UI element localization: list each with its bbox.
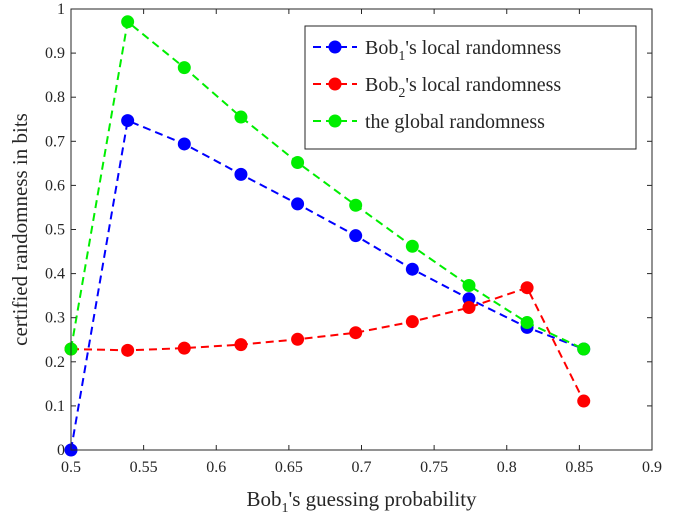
y-tick-label: 0.5 — [45, 222, 65, 239]
legend-item-global: the global randomness — [313, 111, 545, 133]
y-tick-label: 0.8 — [45, 89, 65, 106]
y-tick-label: 0.6 — [45, 177, 65, 194]
legend-item-bob2: Bob2's local randomness — [313, 74, 561, 101]
legend-box — [304, 25, 637, 150]
x-tick-label: 0.7 — [352, 459, 372, 476]
data-point-bob1 — [291, 197, 305, 211]
y-tick-label: 0.1 — [45, 398, 65, 415]
data-point-global — [177, 61, 191, 75]
ticks-layer: 0.5 0.55 0.6 0.65 0.7 0.75 0.8 0.85 0.9 0 0.1 0.2 0.… — [45, 1, 662, 476]
data-point-bob2 — [577, 394, 591, 408]
legend-label-bob2: Bob2's local randomness — [365, 74, 561, 101]
x-tick-label: 0.8 — [497, 459, 517, 476]
data-point-global — [405, 239, 419, 253]
series-line-bob1 — [70, 119, 585, 451]
data-point-global — [462, 279, 476, 293]
data-point-bob1 — [177, 137, 191, 151]
series-line-bob2 — [70, 286, 585, 402]
data-point-global — [234, 110, 248, 124]
x-tick-label: 0.9 — [642, 459, 662, 476]
series-global — [64, 15, 591, 356]
data-point-bob2 — [405, 315, 419, 329]
series-line-global — [70, 19, 585, 350]
y-tick-label: 0.2 — [45, 354, 65, 371]
y-tick-label: 0.7 — [45, 133, 65, 150]
legend-swatch-marker — [328, 77, 342, 91]
x-tick-label: 0.6 — [206, 459, 226, 476]
data-point-global — [577, 342, 591, 356]
data-point-bob1 — [405, 262, 419, 276]
data-point-bob2 — [121, 343, 135, 357]
data-point-bob1 — [121, 114, 135, 128]
y-tick-label: 1 — [57, 1, 65, 18]
legend-item-bob1: Bob1's local randomness — [313, 37, 561, 64]
y-tick-label: 0.9 — [45, 45, 65, 62]
y-tick-label: 0 — [57, 442, 65, 459]
data-point-global — [520, 316, 534, 330]
series-layer — [64, 15, 591, 457]
x-tick-label: 0.75 — [420, 459, 448, 476]
x-tick-label: 0.55 — [130, 459, 158, 476]
legend-label-global: the global randomness — [365, 111, 545, 133]
data-point-global — [349, 198, 363, 212]
y-tick-label: 0.3 — [45, 310, 65, 327]
legend-swatch-marker — [328, 114, 342, 128]
data-point-global — [291, 155, 305, 169]
legend: Bob1's local randomness Bob2's local rand… — [304, 25, 637, 150]
data-point-bob2 — [349, 326, 363, 340]
x-tick-label: 0.5 — [61, 459, 81, 476]
data-point-bob2 — [177, 341, 191, 355]
data-point-bob2 — [520, 281, 534, 295]
y-axis-title: certified randomness in bits — [8, 113, 32, 346]
x-tick-label: 0.85 — [565, 459, 593, 476]
data-point-global — [121, 15, 135, 29]
data-point-bob2 — [462, 301, 476, 315]
data-point-bob1 — [234, 167, 248, 181]
x-axis-title: Bob1's guessing probability — [246, 487, 477, 516]
legend-items: Bob1's local randomness Bob2's local rand… — [313, 37, 561, 133]
x-tick-label: 0.65 — [275, 459, 303, 476]
data-point-bob1 — [349, 229, 363, 243]
legend-label-bob1: Bob1's local randomness — [365, 37, 561, 64]
y-tick-label: 0.4 — [45, 266, 65, 283]
data-point-bob2 — [234, 338, 248, 352]
legend-swatch-marker — [328, 40, 342, 54]
data-point-bob2 — [291, 332, 305, 346]
